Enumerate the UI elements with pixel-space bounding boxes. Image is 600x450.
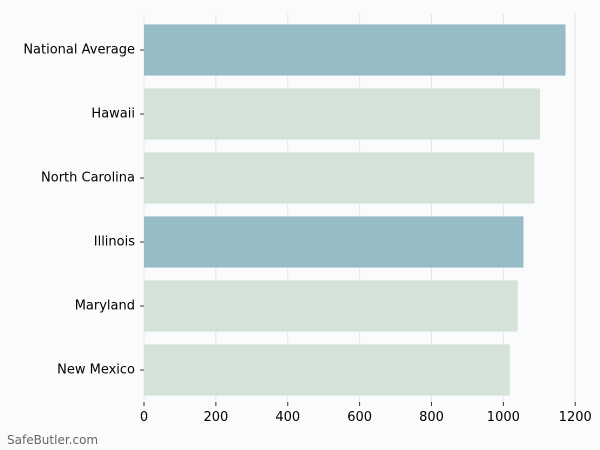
- bar-2: [144, 152, 535, 204]
- bar-1: [144, 88, 541, 140]
- x-tick-label-4: 800: [419, 410, 444, 425]
- y-tick-label-3: Illinois: [94, 235, 135, 250]
- y-tick-label-4: Maryland: [75, 299, 135, 314]
- watermark: SafeButler.com: [7, 433, 99, 447]
- x-tick-label-5: 1000: [487, 410, 520, 425]
- bar-0: [144, 24, 566, 76]
- x-tick-label-1: 200: [203, 410, 228, 425]
- bar-4: [144, 280, 518, 332]
- x-tick-label-3: 600: [347, 410, 372, 425]
- x-tick-label-0: 0: [140, 410, 148, 425]
- bar-3: [144, 216, 524, 268]
- y-tick-label-5: New Mexico: [57, 363, 135, 378]
- y-tick-label-2: North Carolina: [41, 171, 135, 186]
- bar-5: [144, 344, 510, 396]
- y-tick-label-1: Hawaii: [91, 107, 135, 122]
- x-tick-label-2: 400: [275, 410, 300, 425]
- y-tick-label-0: National Average: [23, 43, 135, 58]
- x-tick-label-6: 1200: [559, 410, 592, 425]
